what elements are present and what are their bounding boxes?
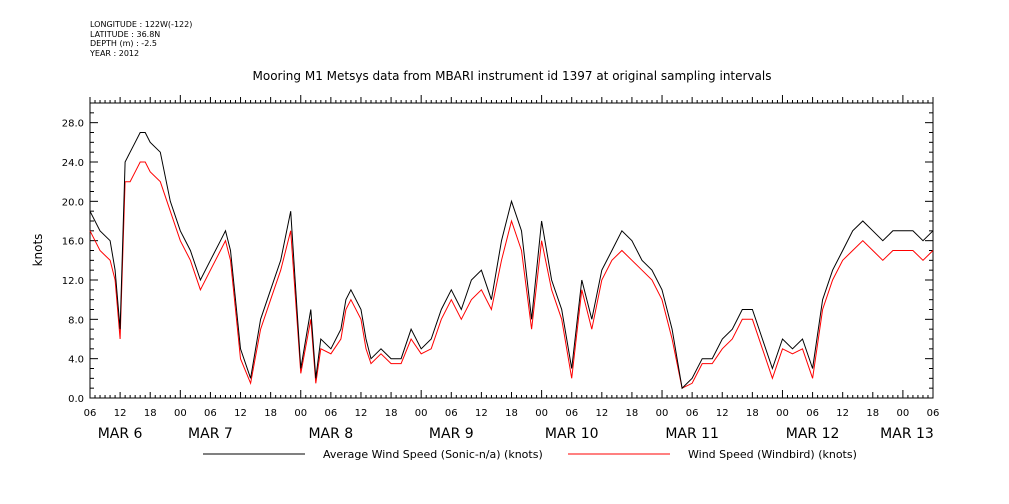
chart-title: Mooring M1 Metsys data from MBARI instru… (253, 69, 772, 83)
y-tick-label: 28.0 (62, 119, 84, 130)
y-tick-label: 8.0 (68, 315, 84, 326)
legend-label-average-wind: Average Wind Speed (Sonic-n/a) (knots) (323, 448, 543, 461)
x-day-label: MAR 12 (786, 426, 840, 442)
x-hour-label: 06 (84, 408, 97, 419)
y-tick-label: 0.0 (68, 394, 84, 405)
x-hour-label: 00 (535, 408, 548, 419)
x-hour-label: 18 (385, 408, 398, 419)
series-line-average-wind (89, 132, 934, 390)
x-day-label: MAR 11 (665, 426, 719, 442)
x-hour-label: 06 (204, 408, 217, 419)
x-hour-label: 12 (595, 408, 608, 419)
x-hour-label: 18 (505, 408, 518, 419)
x-hour-label: 00 (415, 408, 428, 419)
x-hour-label: 18 (746, 408, 759, 419)
x-hour-label: 00 (897, 408, 910, 419)
plot-frame (89, 102, 934, 399)
y-axis: 0.0 4.0 8.0 12.0 16.0 20.0 24.0 28.0 (62, 102, 933, 405)
x-hour-label: 12 (475, 408, 488, 419)
x-hour-label: 06 (445, 408, 458, 419)
x-hour-label: 06 (565, 408, 578, 419)
y-tick-label: 16.0 (62, 237, 84, 248)
x-hour-label: 12 (114, 408, 127, 419)
x-day-label: MAR 7 (188, 426, 233, 442)
y-axis-label: knots (31, 234, 45, 267)
x-day-label: MAR 10 (545, 426, 599, 442)
x-hour-label: 18 (144, 408, 157, 419)
metadata-year: YEAR : 2012 (90, 48, 140, 58)
x-axis: 06 12 18 00 06 12 18 00 06 12 18 00 06 12 18 00 06 12 18 00… (84, 95, 940, 442)
series-layer (89, 132, 934, 390)
x-hour-label: 00 (174, 408, 187, 419)
legend: Average Wind Speed (Sonic-n/a) (knots) W… (203, 448, 857, 461)
x-hour-label: 12 (234, 408, 247, 419)
x-hour-label: 12 (716, 408, 729, 419)
y-tick-label: 12.0 (62, 276, 84, 287)
x-day-label: MAR 6 (98, 426, 143, 442)
metadata-latitude: LATITUDE : 36.8N (90, 29, 161, 39)
x-day-label: MAR 13 (880, 426, 934, 442)
series-line-windbird (89, 161, 934, 389)
x-day-label: MAR 9 (429, 426, 474, 442)
metadata-depth: DEPTH (m) : -2.5 (90, 39, 157, 48)
x-hour-label: 18 (264, 408, 277, 419)
x-hour-label: 06 (927, 408, 940, 419)
x-hour-label: 06 (806, 408, 819, 419)
x-hour-label: 12 (836, 408, 849, 419)
legend-label-windbird: Wind Speed (Windbird) (knots) (688, 448, 857, 461)
y-tick-label: 24.0 (62, 158, 84, 169)
y-tick-label: 20.0 (62, 197, 84, 208)
x-hour-label: 18 (626, 408, 639, 419)
x-hour-label: 00 (656, 408, 669, 419)
metadata-block: LONGITUDE : 122W(-122) LATITUDE : 36.8N … (90, 20, 192, 58)
x-hour-label: 06 (686, 408, 699, 419)
x-hour-label: 00 (294, 408, 307, 419)
x-hour-label: 06 (324, 408, 337, 419)
y-tick-label: 4.0 (68, 355, 84, 366)
x-day-label: MAR 8 (308, 426, 353, 442)
x-hour-label: 00 (776, 408, 789, 419)
x-hour-label: 18 (866, 408, 879, 419)
x-hour-label: 12 (355, 408, 368, 419)
metadata-longitude: LONGITUDE : 122W(-122) (90, 20, 193, 29)
